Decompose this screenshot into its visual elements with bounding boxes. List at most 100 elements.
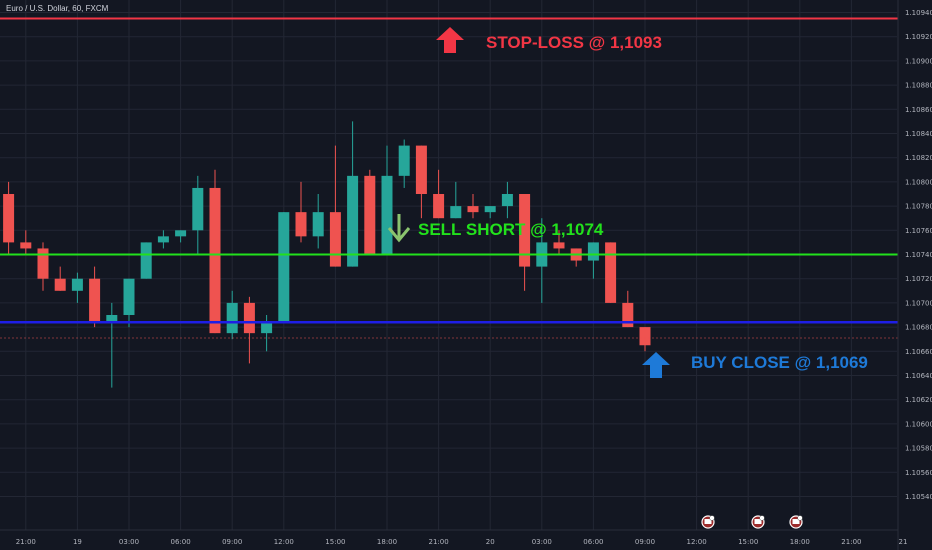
candle-body bbox=[140, 242, 152, 279]
candle bbox=[467, 194, 479, 219]
time-tick-label: 21:00 bbox=[16, 538, 36, 546]
candle-body bbox=[484, 206, 496, 213]
price-tick-label: 1.10620 bbox=[905, 396, 932, 404]
price-tick-label: 1.10560 bbox=[905, 469, 932, 477]
price-tick-label: 1.10760 bbox=[905, 227, 932, 235]
candle bbox=[433, 169, 445, 219]
candle-body bbox=[553, 242, 565, 249]
time-tick-label: 06:00 bbox=[583, 538, 603, 546]
candle-body bbox=[243, 302, 255, 334]
candle bbox=[364, 169, 376, 255]
candle-body bbox=[381, 175, 393, 255]
symbol-title: Euro / U.S. Dollar, 60, FXCM bbox=[6, 4, 109, 13]
time-tick-label: 15:00 bbox=[325, 538, 345, 546]
candle bbox=[157, 230, 169, 249]
candle bbox=[312, 194, 324, 249]
time-tick-label: 03:00 bbox=[119, 538, 139, 546]
candle-body bbox=[329, 212, 341, 267]
candle bbox=[106, 302, 118, 388]
flag-badge bbox=[797, 515, 803, 521]
arrow-up-icon bbox=[642, 352, 670, 378]
candle-body bbox=[519, 194, 531, 267]
price-tick-label: 1.10840 bbox=[905, 130, 932, 138]
price-axis[interactable]: 1.10940 1.10920 1.10900 1.10880 1.10860 1.108… bbox=[897, 0, 932, 550]
price-tick-label: 1.10660 bbox=[905, 348, 932, 356]
price-tick-label: 1.10580 bbox=[905, 445, 932, 453]
candle bbox=[123, 278, 135, 328]
time-tick-label: 21 bbox=[899, 538, 908, 546]
flag-badge bbox=[709, 515, 715, 521]
time-tick-label: 12:00 bbox=[687, 538, 707, 546]
price-tick-label: 1.10720 bbox=[905, 275, 932, 283]
time-tick-label: 09:00 bbox=[635, 538, 655, 546]
time-tick-label: 03:00 bbox=[532, 538, 552, 546]
economic-event-icon[interactable] bbox=[701, 515, 715, 529]
candle-body bbox=[347, 175, 359, 267]
arrow-down-icon bbox=[387, 214, 411, 243]
candle bbox=[381, 145, 393, 255]
candle-body bbox=[605, 242, 617, 303]
candle bbox=[501, 181, 513, 219]
candle bbox=[553, 230, 565, 255]
time-tick-label: 12:00 bbox=[274, 538, 294, 546]
flag-body bbox=[792, 519, 800, 524]
price-tick-label: 1.10640 bbox=[905, 372, 932, 380]
price-tick-label: 1.10600 bbox=[905, 420, 932, 428]
candle bbox=[347, 121, 359, 267]
candle bbox=[329, 145, 341, 267]
candle-body bbox=[587, 242, 599, 261]
flag-badge bbox=[759, 515, 765, 521]
candle bbox=[209, 169, 221, 334]
price-axis-background bbox=[898, 0, 932, 550]
candle bbox=[587, 242, 599, 279]
candle-body bbox=[433, 194, 445, 219]
candle-body bbox=[209, 187, 221, 334]
candle-body bbox=[278, 212, 290, 322]
candle-body bbox=[226, 302, 238, 334]
candle bbox=[450, 181, 462, 219]
flag-body bbox=[754, 519, 762, 524]
arrow-shape bbox=[436, 27, 464, 53]
time-axis[interactable]: 21:00 19 03:00 06:00 09:00 12:00 15:00 18:00 21:… bbox=[0, 529, 908, 546]
economic-event-icon[interactable] bbox=[789, 515, 803, 529]
time-tick-label: 19 bbox=[73, 538, 82, 546]
candle-body bbox=[501, 194, 513, 207]
candle-body bbox=[192, 187, 204, 231]
candle bbox=[278, 212, 290, 322]
candle bbox=[415, 145, 427, 219]
time-tick-label: 09:00 bbox=[222, 538, 242, 546]
candle bbox=[37, 242, 49, 291]
candle-body bbox=[295, 212, 307, 237]
candle-body bbox=[639, 327, 651, 346]
candle bbox=[54, 266, 66, 291]
candle-body bbox=[123, 278, 135, 315]
candle-body bbox=[364, 175, 376, 255]
price-tick-label: 1.10940 bbox=[905, 9, 932, 17]
candle-body bbox=[37, 248, 49, 279]
time-tick-label: 06:00 bbox=[171, 538, 191, 546]
candle bbox=[89, 266, 101, 328]
price-tick-label: 1.10900 bbox=[905, 57, 932, 65]
candle-body bbox=[398, 145, 410, 176]
candle bbox=[140, 242, 152, 279]
candle bbox=[398, 139, 410, 188]
candle bbox=[295, 181, 307, 243]
flag-body bbox=[704, 519, 712, 524]
time-tick-label: 18:00 bbox=[790, 538, 810, 546]
price-tick-label: 1.10740 bbox=[905, 251, 932, 259]
arrow-shape bbox=[642, 352, 670, 378]
price-tick-label: 1.10820 bbox=[905, 154, 932, 162]
candle-body bbox=[157, 236, 169, 243]
candle bbox=[175, 230, 187, 243]
time-tick-label: 18:00 bbox=[377, 538, 397, 546]
price-tick-label: 1.10880 bbox=[905, 82, 932, 90]
price-tick-label: 1.10700 bbox=[905, 299, 932, 307]
candle-body bbox=[71, 278, 83, 291]
price-tick-label: 1.10540 bbox=[905, 493, 932, 501]
time-tick-label: 21:00 bbox=[429, 538, 449, 546]
economic-events[interactable] bbox=[701, 515, 803, 529]
economic-event-icon[interactable] bbox=[751, 515, 765, 529]
candle bbox=[243, 296, 255, 364]
